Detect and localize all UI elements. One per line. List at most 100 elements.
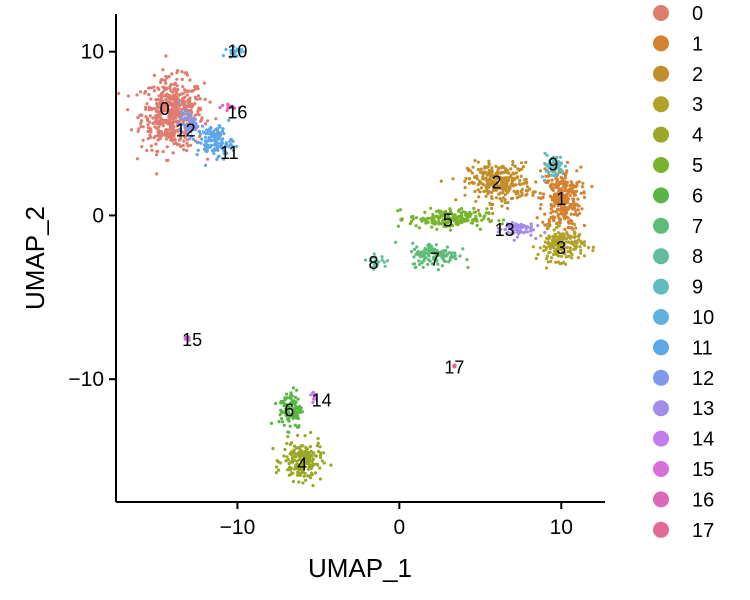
data-point bbox=[374, 263, 378, 267]
cluster-8-points bbox=[363, 252, 390, 271]
data-point bbox=[561, 212, 565, 216]
data-point bbox=[169, 131, 173, 135]
data-point bbox=[502, 185, 506, 189]
data-point bbox=[570, 253, 574, 257]
data-point bbox=[135, 93, 139, 97]
data-point bbox=[486, 217, 491, 221]
data-point bbox=[203, 135, 208, 139]
data-point bbox=[518, 179, 522, 183]
data-point bbox=[155, 172, 159, 176]
data-point bbox=[503, 201, 507, 205]
legend-item-8: 8 bbox=[653, 246, 703, 268]
data-point bbox=[368, 259, 373, 263]
data-point bbox=[288, 452, 292, 456]
data-point bbox=[435, 250, 439, 254]
data-point bbox=[311, 400, 315, 404]
legend-label: 4 bbox=[692, 125, 703, 147]
data-point bbox=[442, 257, 446, 261]
data-point bbox=[180, 130, 184, 134]
data-point bbox=[501, 218, 506, 222]
data-point bbox=[590, 184, 594, 189]
data-point bbox=[289, 466, 293, 470]
data-point bbox=[490, 191, 494, 195]
data-point bbox=[204, 146, 208, 150]
data-point bbox=[512, 172, 516, 176]
data-point bbox=[242, 50, 246, 54]
data-point bbox=[159, 80, 163, 84]
legend-swatch bbox=[653, 96, 669, 113]
data-point bbox=[567, 240, 571, 244]
x-axis-title: UMAP_1 bbox=[308, 553, 412, 583]
legend-label: 7 bbox=[692, 216, 703, 238]
data-point bbox=[519, 226, 523, 230]
data-point bbox=[441, 220, 445, 224]
data-point bbox=[218, 133, 223, 137]
data-point bbox=[549, 211, 553, 215]
data-point bbox=[554, 177, 558, 181]
data-point bbox=[187, 126, 191, 130]
data-point bbox=[499, 171, 503, 175]
data-point bbox=[310, 471, 314, 475]
data-point bbox=[204, 163, 208, 167]
data-point bbox=[570, 235, 574, 239]
data-point bbox=[536, 224, 540, 228]
data-point bbox=[511, 226, 515, 230]
data-point bbox=[160, 131, 164, 135]
data-point bbox=[437, 219, 441, 223]
data-point bbox=[154, 109, 159, 113]
data-point bbox=[565, 231, 569, 235]
data-point bbox=[174, 100, 178, 104]
data-point bbox=[166, 94, 170, 98]
data-point bbox=[543, 240, 548, 244]
data-point bbox=[496, 184, 500, 188]
data-point bbox=[191, 104, 195, 108]
data-point bbox=[464, 211, 468, 215]
cluster-10-points bbox=[221, 45, 246, 59]
data-point bbox=[544, 174, 548, 178]
data-point bbox=[396, 209, 400, 213]
data-point bbox=[156, 86, 160, 90]
data-point bbox=[189, 123, 193, 127]
data-point bbox=[178, 136, 182, 140]
data-point bbox=[126, 94, 130, 98]
data-point bbox=[460, 214, 464, 218]
data-point bbox=[476, 183, 480, 187]
data-point bbox=[288, 401, 292, 405]
data-point bbox=[182, 122, 186, 126]
data-point bbox=[169, 138, 173, 142]
data-point bbox=[205, 149, 209, 153]
data-point bbox=[565, 237, 569, 241]
data-point bbox=[423, 246, 427, 251]
data-point bbox=[173, 88, 177, 92]
data-point bbox=[176, 97, 180, 101]
data-point bbox=[515, 196, 519, 200]
data-point bbox=[150, 148, 154, 152]
data-point bbox=[398, 208, 402, 212]
data-point bbox=[512, 238, 516, 242]
data-point bbox=[177, 138, 181, 142]
data-point bbox=[526, 230, 530, 234]
data-point bbox=[165, 158, 169, 162]
data-point bbox=[224, 47, 228, 52]
x-axis-ticks: −10 0 10 bbox=[220, 502, 573, 539]
data-point bbox=[475, 217, 479, 221]
data-point bbox=[182, 148, 186, 152]
data-point bbox=[563, 164, 568, 168]
data-point bbox=[139, 121, 143, 125]
cluster-label-16: 16 bbox=[227, 102, 247, 122]
data-point bbox=[277, 420, 281, 424]
data-point bbox=[207, 138, 211, 142]
data-point bbox=[167, 133, 171, 137]
data-point bbox=[145, 148, 149, 153]
data-point bbox=[212, 151, 216, 156]
data-point bbox=[385, 259, 390, 263]
data-point bbox=[549, 256, 554, 260]
data-point bbox=[293, 402, 297, 406]
data-point bbox=[430, 225, 434, 229]
data-point bbox=[524, 160, 528, 164]
data-point bbox=[319, 453, 323, 457]
data-point bbox=[465, 258, 469, 262]
data-point bbox=[178, 127, 182, 131]
data-point bbox=[487, 159, 491, 163]
data-point bbox=[559, 190, 563, 194]
